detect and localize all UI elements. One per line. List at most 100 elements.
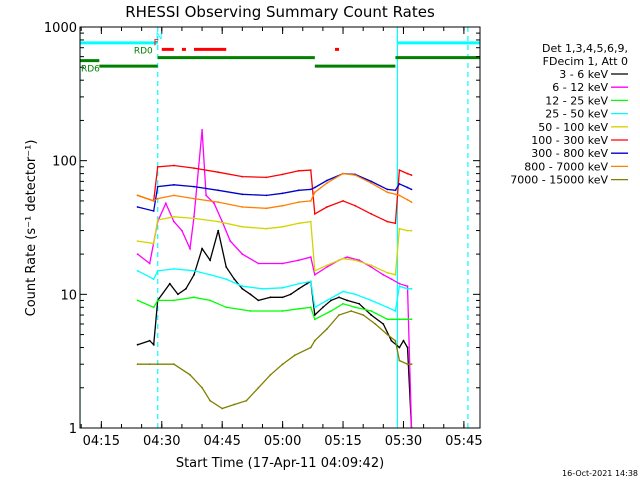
series-4-point-17 [370, 299, 373, 302]
plot-area [80, 27, 480, 428]
series-7-point-17 [386, 188, 389, 191]
series-6-point-19 [398, 169, 401, 172]
series-9-point-4 [173, 363, 175, 366]
series-3-point-15 [354, 306, 356, 309]
series-5-point-19 [398, 227, 401, 230]
series-1-point-7 [185, 287, 187, 290]
legend-header-line-1: Det 1,3,4,5,6,9, [542, 42, 628, 55]
series-8-point-20 [406, 198, 409, 201]
series-5-point-1 [136, 240, 139, 243]
series-4-point-4 [173, 268, 175, 270]
series-5-point-11 [309, 220, 312, 223]
series-8-point-12 [313, 191, 316, 194]
legend-label-8: 800 - 7000 keV [524, 160, 608, 173]
y-tick-label-3: 100 [52, 155, 77, 170]
series-2-point-6 [181, 229, 183, 232]
series-9-point-15 [309, 346, 312, 349]
y-axis: 1 10 100 1000 [44, 21, 480, 437]
series-4-point-15 [342, 290, 344, 293]
series-1-point-15 [249, 293, 252, 296]
series-6-point-6 [217, 171, 220, 174]
series-4-point-12 [309, 280, 312, 283]
series-8-point-2 [152, 200, 155, 202]
series-8-point-19 [398, 194, 401, 197]
x-tick-label-6: 05:30 [385, 434, 422, 449]
series-2-point-2 [148, 262, 151, 265]
series-4-point-7 [225, 278, 228, 280]
series-5-point-10 [297, 222, 300, 225]
series-4-point-21 [406, 287, 409, 290]
series-2-point-27 [398, 282, 401, 285]
series-4-point-19 [394, 310, 397, 312]
series-1-point-30 [382, 323, 385, 325]
state-label-n: N [156, 32, 163, 42]
series-7-point-4 [173, 183, 175, 186]
series-1-point-11 [217, 229, 220, 232]
series-5-point-16 [370, 264, 373, 267]
series-7-point-5 [193, 185, 195, 188]
series-5-point-9 [281, 225, 284, 228]
series-5-point-15 [354, 259, 356, 262]
series-4-point-8 [241, 285, 244, 288]
series-7-point-7 [241, 193, 244, 196]
series-1-point-8 [193, 273, 195, 276]
series-4-point-18 [386, 306, 389, 309]
series-4-point-3 [156, 269, 159, 272]
legend-label-1: 3 - 6 keV [559, 68, 608, 81]
series-4-point-14 [326, 299, 328, 302]
series-3-point-2 [152, 306, 155, 309]
series-6-point-15 [354, 204, 356, 207]
series-5-point-21 [410, 229, 413, 232]
series-1-point-16 [257, 299, 260, 302]
series-4-point-2 [152, 278, 155, 280]
x-tick-label-5: 05:15 [324, 434, 361, 449]
series-1-point-31 [390, 339, 393, 342]
legend: Det 1,3,4,5,6,9, FDecim 1, Att 0 3 - 6 k… [510, 42, 628, 187]
series-2-point-17 [297, 259, 300, 262]
series-9-point-7 [209, 399, 212, 402]
series-9-point-1 [136, 363, 139, 366]
series-2-point-18 [309, 256, 312, 258]
series-1-point-34 [406, 346, 409, 349]
series-7-point-3 [156, 185, 159, 188]
series-3-point-12 [313, 318, 316, 321]
series-9-point-16 [313, 339, 316, 342]
series-7-point-1 [136, 206, 139, 208]
series-6-point-20 [406, 172, 409, 175]
legend-header-line-2: FDecim 1, Att 0 [543, 55, 628, 68]
series-5-point-14 [342, 257, 344, 260]
x-axis-label: Start Time (17-Apr-11 04:09:42) [176, 456, 384, 471]
series-2-point-5 [173, 220, 175, 223]
state-label-f: F [154, 38, 159, 48]
series-5-point-20 [406, 229, 409, 232]
series-9-point-10 [245, 399, 248, 402]
series-1-point-10 [209, 259, 212, 262]
series-1-point-20 [297, 287, 300, 290]
series-1-point-14 [241, 287, 244, 290]
series-9-point-2 [148, 363, 151, 366]
series-1-point-6 [177, 293, 179, 296]
x-tick-label-2: 04:30 [143, 434, 180, 449]
series-7-point-10 [297, 189, 300, 192]
series-6-point-13 [326, 206, 328, 208]
series-6-point-18 [394, 222, 397, 225]
series-4-point-13 [313, 306, 316, 309]
series-6-point-10 [297, 169, 300, 172]
series-1-point-32 [398, 346, 401, 349]
series-2-point-13 [229, 240, 232, 243]
series-1-point-21 [305, 282, 308, 285]
series-2-point-16 [281, 262, 284, 265]
series-7-point-18 [394, 189, 397, 192]
x-axis: 04:15 04:30 04:45 05:00 05:15 05:30 05:45 [80, 27, 483, 449]
series-7-point-19 [398, 183, 401, 185]
series-4-point-16 [354, 293, 356, 296]
series-3-point-5 [193, 296, 195, 299]
series-1-point-18 [281, 296, 284, 299]
series-3-point-19 [406, 318, 409, 321]
series-9-point-8 [221, 407, 224, 410]
series-2-point-20 [326, 266, 328, 268]
series-5-point-5 [193, 217, 195, 220]
series-2-point-9 [201, 129, 204, 131]
series-2-point-25 [382, 273, 385, 276]
y-tick-label-2: 10 [60, 288, 77, 303]
